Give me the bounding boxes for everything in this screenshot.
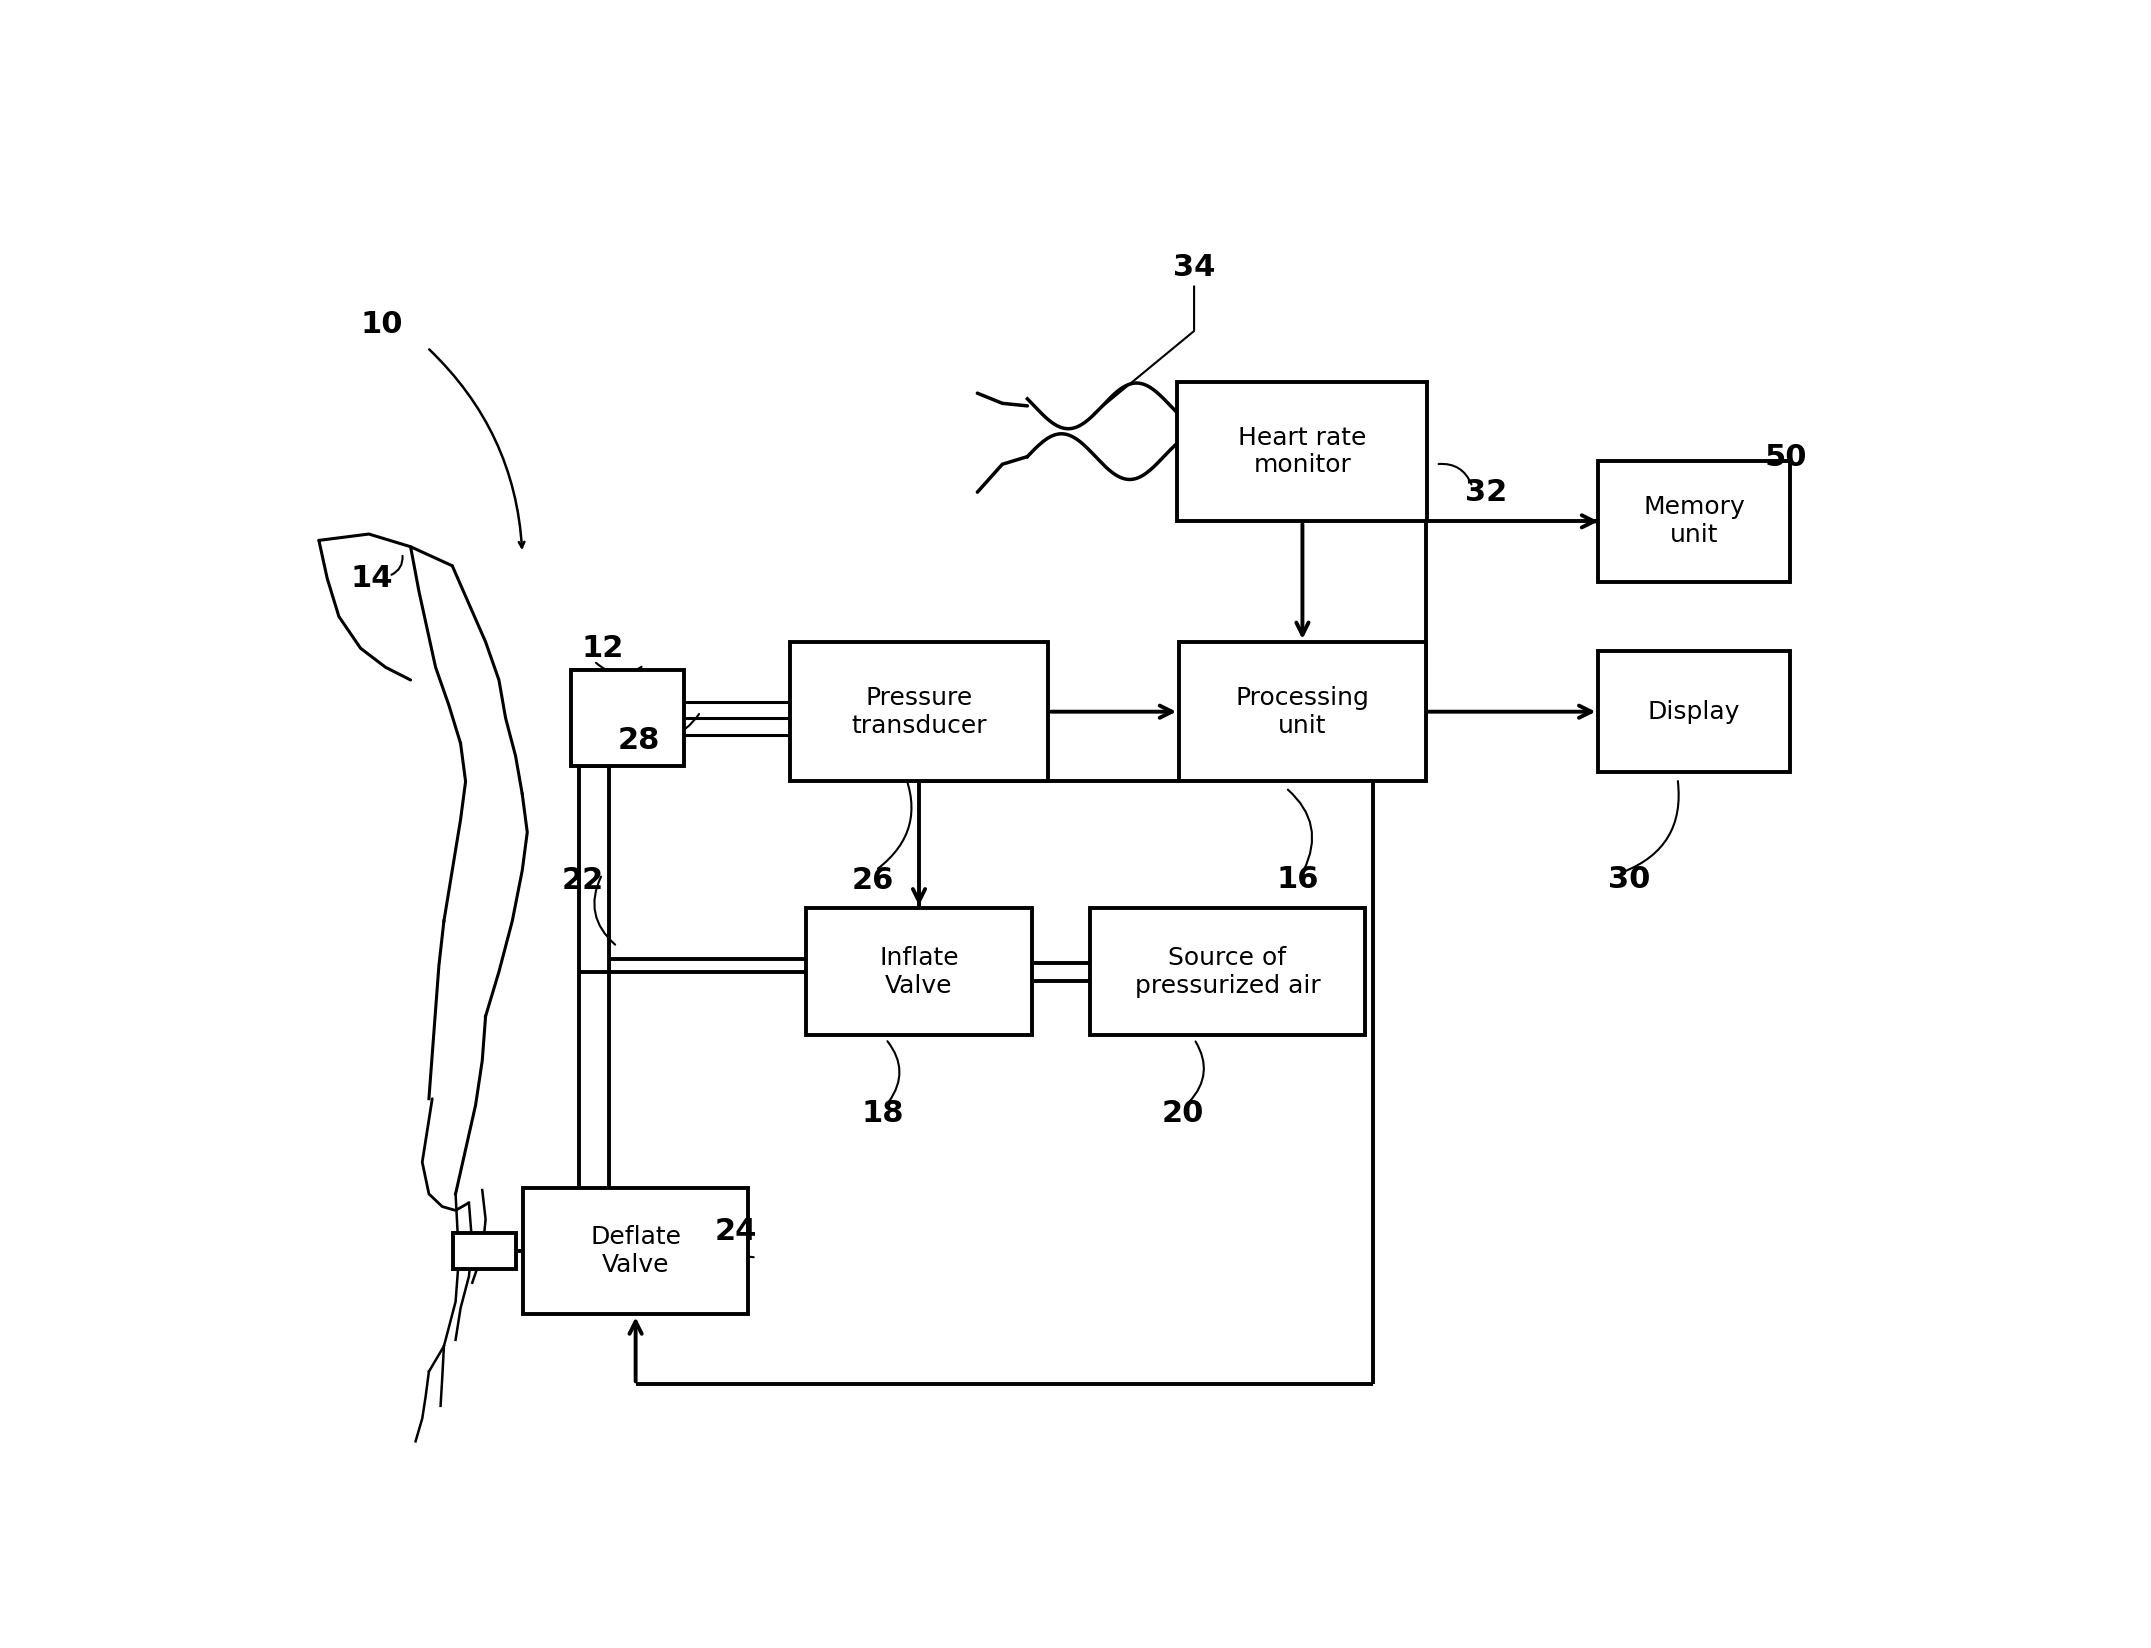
Text: Heart rate
monitor: Heart rate monitor (1239, 425, 1366, 478)
FancyBboxPatch shape (1598, 461, 1790, 582)
Text: 50: 50 (1764, 443, 1807, 473)
Text: 30: 30 (1609, 865, 1650, 893)
Text: Processing
unit: Processing unit (1235, 686, 1370, 738)
Text: Pressure
transducer: Pressure transducer (852, 686, 987, 738)
FancyBboxPatch shape (1598, 651, 1790, 771)
FancyBboxPatch shape (1177, 382, 1428, 521)
Text: 18: 18 (860, 1099, 903, 1129)
Text: Deflate
Valve: Deflate Valve (589, 1224, 682, 1277)
FancyBboxPatch shape (807, 908, 1032, 1035)
FancyBboxPatch shape (454, 1233, 516, 1269)
Text: 14: 14 (351, 564, 394, 593)
Text: 32: 32 (1465, 478, 1508, 506)
FancyBboxPatch shape (570, 671, 684, 766)
Text: 26: 26 (852, 865, 893, 895)
Text: 12: 12 (581, 634, 624, 662)
Text: Display: Display (1648, 700, 1740, 723)
FancyBboxPatch shape (1091, 908, 1366, 1035)
Text: Inflate
Valve: Inflate Valve (880, 946, 959, 997)
Text: 34: 34 (1172, 254, 1215, 282)
Text: 10: 10 (361, 310, 404, 339)
Text: 22: 22 (561, 865, 604, 895)
FancyBboxPatch shape (789, 643, 1048, 781)
Text: Source of
pressurized air: Source of pressurized air (1134, 946, 1321, 997)
Text: 20: 20 (1162, 1099, 1205, 1129)
FancyBboxPatch shape (523, 1188, 749, 1315)
Text: 16: 16 (1276, 865, 1319, 893)
Text: 28: 28 (617, 727, 660, 755)
Text: 24: 24 (714, 1218, 757, 1246)
FancyBboxPatch shape (1179, 643, 1426, 781)
Text: Memory
unit: Memory unit (1643, 496, 1744, 547)
